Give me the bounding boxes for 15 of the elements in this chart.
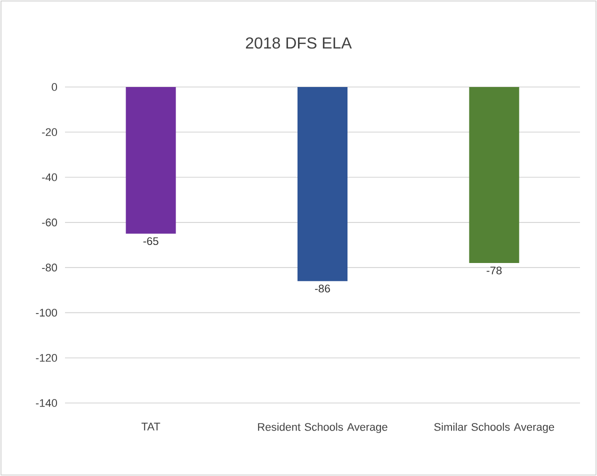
y-tick-label: 0: [52, 83, 58, 91]
x-tick-label: Similar Schools Average: [434, 422, 554, 434]
y-tick-label: -40: [42, 173, 58, 182]
chart-title: 2018 DFS ELA: [246, 37, 352, 49]
y-tick-label: -20: [42, 128, 58, 136]
y-tick-label: -140: [36, 399, 58, 407]
x-tick-label: TAT: [142, 422, 160, 430]
data-label: -65: [143, 237, 158, 246]
data-label: -86: [315, 284, 330, 292]
y-tick-label: -60: [42, 218, 58, 226]
y-tick-label: -120: [36, 354, 58, 362]
data-label: -78: [486, 266, 502, 274]
x-tick-label: Resident Schools Average: [258, 422, 388, 434]
y-tick-label: -100: [36, 308, 58, 317]
y-tick-label: -80: [42, 264, 58, 272]
